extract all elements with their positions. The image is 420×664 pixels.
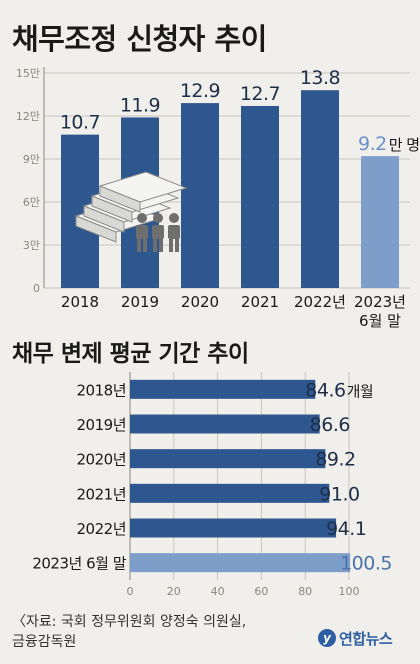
chart1-ytick-label: 0 bbox=[33, 282, 40, 295]
chart2-bar bbox=[130, 414, 320, 434]
chart1-ytick-label: 12만 bbox=[16, 110, 40, 123]
source-line-2: 금융감독원 bbox=[12, 634, 77, 650]
money-bundle-side bbox=[99, 185, 141, 213]
chart2-value-label: 94.1 bbox=[326, 518, 366, 540]
chart1-bar bbox=[241, 105, 279, 288]
chart1-category-label: 2021 bbox=[241, 293, 279, 311]
chart2-xtick-label: 100 bbox=[339, 585, 360, 598]
chart1-value-label: 9.2 만 명 bbox=[358, 133, 420, 155]
money-bundle-side bbox=[75, 215, 117, 243]
chart1-bar bbox=[301, 90, 339, 288]
person-leg bbox=[153, 238, 157, 252]
yonhap-logo: y 연합뉴스 bbox=[318, 625, 393, 651]
chart1-bar bbox=[181, 103, 219, 288]
person-body bbox=[168, 225, 180, 239]
person-leg bbox=[143, 238, 147, 252]
people-icon bbox=[136, 213, 180, 252]
money-stack-icon bbox=[74, 171, 188, 243]
chart1-ytick-label: 9만 bbox=[23, 153, 40, 166]
chart1-bar bbox=[361, 156, 399, 288]
source-line-1: 〈자료: 국회 정무위원회 양정숙 의원실, bbox=[12, 614, 247, 630]
chart2-value-label: 100.5 bbox=[340, 553, 392, 575]
money-bundle-side bbox=[91, 195, 133, 223]
person-head bbox=[153, 213, 163, 223]
chart2-title: 채무 변제 평균 기간 추이 bbox=[12, 341, 249, 367]
chart1-value-label: 10.7 bbox=[60, 112, 100, 134]
chart2-value-label: 84.6개월 bbox=[305, 379, 373, 401]
chart1-category-label: 6월 말 bbox=[359, 312, 401, 330]
chart2-bar bbox=[130, 553, 351, 573]
person-leg bbox=[159, 238, 163, 252]
chart2-category-label: 2022년 bbox=[77, 520, 126, 538]
chart1-category-label: 2019 bbox=[121, 293, 159, 311]
person-leg bbox=[137, 238, 141, 252]
chart1-value-label: 12.9 bbox=[180, 80, 220, 102]
chart1-ytick-label: 6만 bbox=[23, 196, 40, 209]
chart2-category-label: 2019년 bbox=[77, 416, 126, 434]
source-note: 〈자료: 국회 정무위원회 양정숙 의원실, 금융감독원 bbox=[12, 612, 246, 652]
person-head bbox=[137, 213, 147, 223]
chart2-value-label: 86.6 bbox=[310, 414, 350, 436]
person-leg bbox=[169, 238, 173, 252]
chart2-value-label: 89.2 bbox=[315, 449, 355, 471]
chart1-ytick-label: 3만 bbox=[23, 239, 40, 252]
person-leg bbox=[175, 238, 179, 252]
chart1-value-label: 11.9 bbox=[120, 94, 160, 116]
chart2-xtick-label: 80 bbox=[298, 585, 312, 598]
person-body bbox=[136, 225, 148, 239]
chart2-xtick-label: 20 bbox=[167, 585, 181, 598]
chart2-xtick-label: 0 bbox=[127, 585, 134, 598]
logo-mark-icon: y bbox=[318, 629, 336, 647]
chart2-category-label: 2023년 6월 말 bbox=[32, 555, 126, 573]
money-bundle-side bbox=[83, 205, 125, 233]
chart1-unit-label: 만 명 bbox=[389, 136, 420, 154]
money-people-icon bbox=[74, 171, 188, 252]
chart2-bar bbox=[130, 449, 326, 469]
chart1-category-label: 2023년 bbox=[354, 293, 406, 311]
chart1-value-label: 12.7 bbox=[240, 83, 280, 105]
chart2-category-label: 2021년 bbox=[77, 485, 126, 503]
chart2-xtick-label: 60 bbox=[254, 585, 268, 598]
chart2-category-label: 2018년 bbox=[77, 381, 126, 399]
person-head bbox=[169, 213, 179, 223]
chart1-ytick-label: 15만 bbox=[16, 67, 40, 80]
person-body bbox=[152, 225, 164, 239]
chart2-bar bbox=[130, 483, 330, 503]
chart2-unit-label: 개월 bbox=[347, 382, 374, 400]
chart1-category-label: 2018 bbox=[61, 293, 99, 311]
chart2-bar bbox=[130, 379, 316, 399]
chart1-category-label: 2022년 bbox=[294, 293, 346, 311]
chart1-title: 채무조정 신청자 추이 bbox=[12, 22, 267, 56]
chart2-xtick-label: 40 bbox=[211, 585, 225, 598]
chart1-category-label: 2020 bbox=[181, 293, 219, 311]
chart1-value-label: 13.8 bbox=[300, 67, 340, 89]
chart2-category-label: 2020년 bbox=[77, 451, 126, 469]
logo-text: 연합뉴스 bbox=[339, 629, 393, 648]
chart2-value-label: 91.0 bbox=[319, 483, 359, 505]
chart2-bar bbox=[130, 518, 337, 538]
